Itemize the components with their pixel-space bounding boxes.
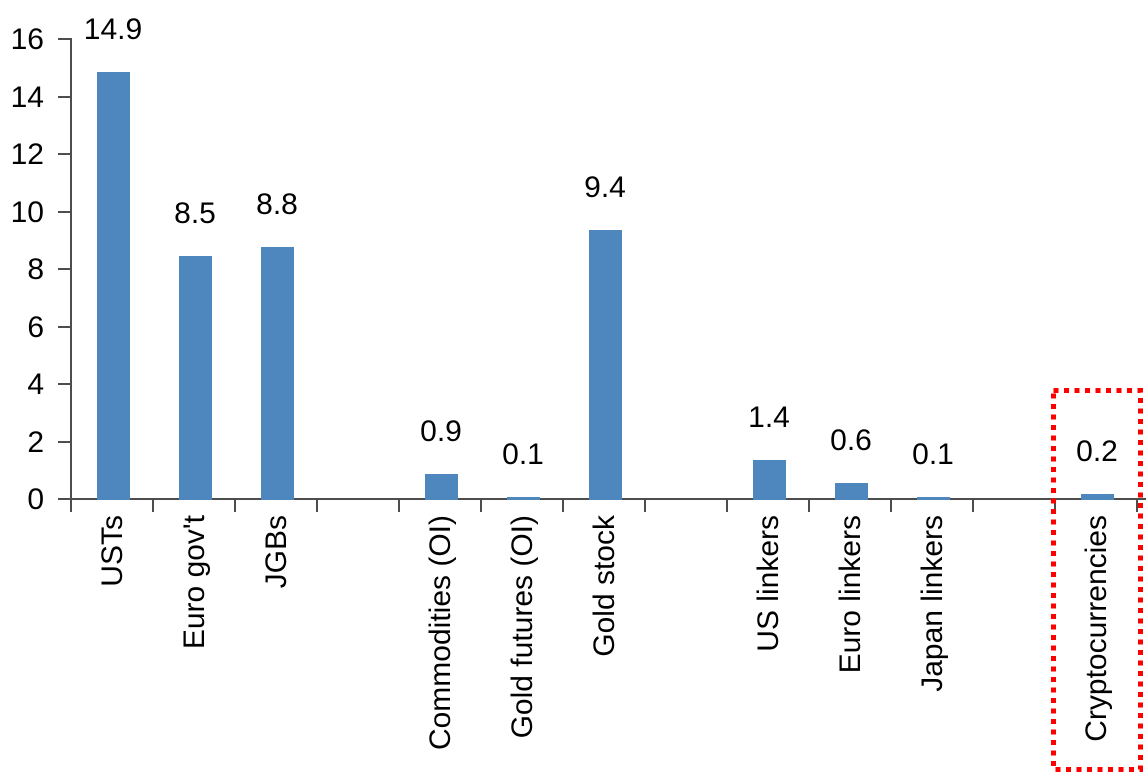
y-axis-tick — [58, 268, 72, 270]
y-axis-tick — [58, 498, 72, 500]
bar-value-label: 0.9 — [420, 415, 462, 448]
highlight-dotted-box — [1051, 388, 1143, 772]
x-axis-tick — [480, 500, 482, 512]
bar — [917, 497, 950, 500]
x-axis-tick — [808, 500, 810, 512]
bar — [589, 230, 622, 500]
x-axis-label: Commodities (OI) — [424, 515, 457, 751]
y-axis-tick-label: 14 — [10, 81, 44, 114]
bar-value-label: 0.2 — [1076, 435, 1118, 468]
bar-value-label: 0.1 — [502, 438, 544, 471]
x-axis-tick — [562, 500, 564, 512]
x-axis-tick — [726, 500, 728, 512]
bar — [97, 72, 130, 500]
bar-value-label: 0.1 — [912, 438, 954, 471]
y-axis-tick-label: 0 — [27, 483, 44, 516]
x-axis-tick — [1136, 500, 1138, 512]
y-axis-tick-label: 2 — [27, 426, 44, 459]
x-axis-tick — [234, 500, 236, 512]
x-axis-label: JGBs — [260, 515, 293, 589]
bar — [507, 497, 540, 500]
y-axis-tick — [58, 96, 72, 98]
bar-value-label: 14.9 — [83, 13, 143, 46]
x-axis-tick — [70, 500, 72, 512]
x-axis-tick — [398, 500, 400, 512]
bar — [753, 460, 786, 500]
y-axis-tick — [58, 38, 72, 40]
x-axis-label: Gold stock — [588, 515, 621, 657]
bar — [261, 247, 294, 500]
x-axis-label: USTs — [96, 515, 129, 587]
x-axis-label: Gold futures (OI) — [506, 515, 539, 739]
x-axis-label: Japan linkers — [916, 515, 949, 692]
bar — [835, 483, 868, 500]
x-axis-tick — [972, 500, 974, 512]
bar-value-label: 8.5 — [174, 197, 216, 230]
y-axis-tick — [58, 441, 72, 443]
x-axis-tick — [152, 500, 154, 512]
y-axis-tick-label: 8 — [27, 253, 44, 286]
bar-value-label: 1.4 — [748, 401, 790, 434]
bar — [179, 256, 212, 500]
x-axis-tick — [644, 500, 646, 512]
y-axis-tick — [58, 383, 72, 385]
bar — [1081, 494, 1114, 500]
bar — [425, 474, 458, 500]
y-axis-tick — [58, 326, 72, 328]
bar-value-label: 9.4 — [584, 171, 626, 204]
x-axis-label: Euro linkers — [834, 515, 867, 674]
x-axis-tick — [890, 500, 892, 512]
x-axis-label: US linkers — [752, 515, 785, 652]
y-axis-tick-label: 6 — [27, 311, 44, 344]
y-axis-tick-label: 16 — [10, 23, 44, 56]
y-axis-tick-label: 4 — [27, 368, 44, 401]
y-axis-tick-label: 10 — [10, 196, 44, 229]
y-axis-tick-label: 12 — [10, 138, 44, 171]
y-axis-line — [70, 40, 72, 500]
x-axis-tick — [316, 500, 318, 512]
bar-value-label: 8.8 — [256, 188, 298, 221]
y-axis-tick — [58, 211, 72, 213]
y-axis-tick — [58, 153, 72, 155]
x-axis-label: Euro gov't — [178, 515, 211, 650]
bar-value-label: 0.6 — [830, 424, 872, 457]
x-axis-tick — [1054, 500, 1056, 512]
